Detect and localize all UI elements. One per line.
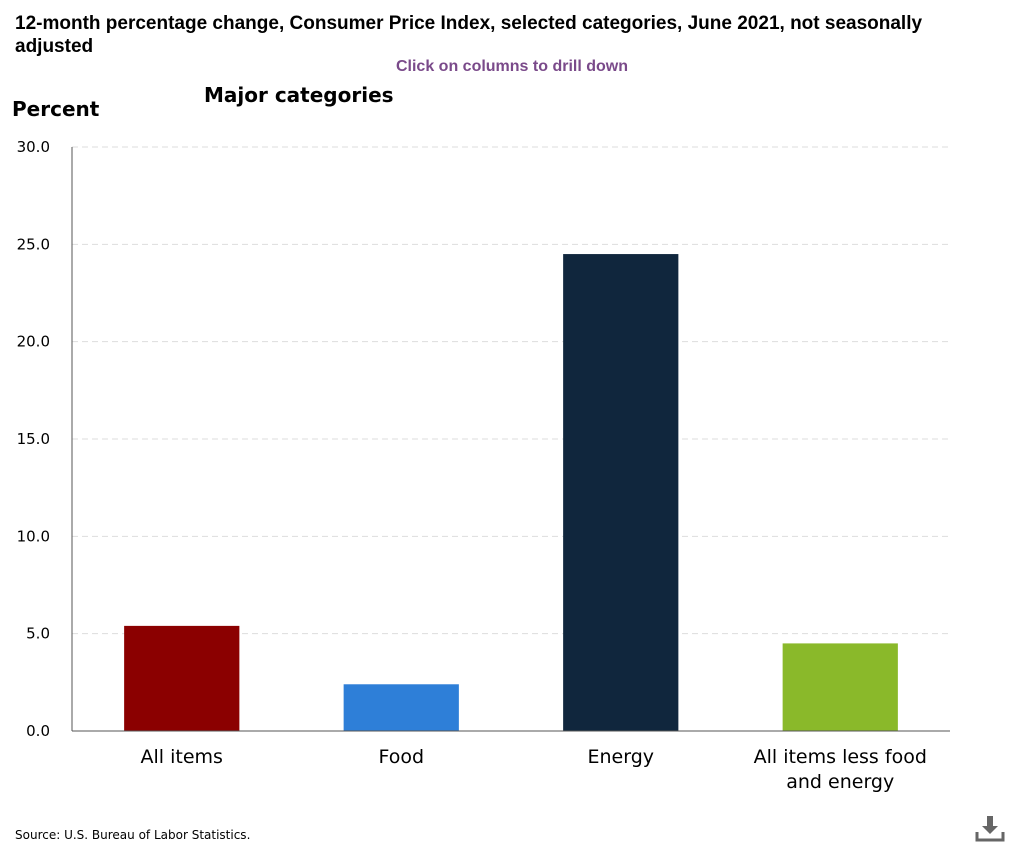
x-tick-label: and energy bbox=[786, 771, 894, 793]
x-tick-label: Energy bbox=[587, 746, 654, 768]
bar-energy[interactable] bbox=[563, 254, 679, 732]
y-axis-ticks: 0.0 5.0 10.0 15.0 20.0 25.0 30.0 bbox=[17, 138, 50, 740]
bars bbox=[124, 254, 898, 732]
y-tick-label: 5.0 bbox=[26, 625, 50, 643]
source-note: Source: U.S. Bureau of Labor Statistics. bbox=[15, 828, 251, 842]
y-tick-label: 10.0 bbox=[17, 527, 50, 545]
chart-title: 12-month percentage change, Consumer Pri… bbox=[15, 13, 923, 57]
chart-subtitle: Major categories bbox=[204, 83, 394, 107]
x-tick-label: All items bbox=[141, 746, 223, 768]
x-axis-labels: All items Food Energy All items less food an… bbox=[141, 746, 927, 793]
y-tick-label: 20.0 bbox=[17, 333, 50, 351]
gridlines bbox=[72, 146, 950, 635]
download-button[interactable] bbox=[974, 812, 1006, 844]
bar-chart: 0.0 5.0 10.0 15.0 20.0 25.0 30.0 All items Food… bbox=[17, 138, 950, 793]
x-tick-label: Food bbox=[378, 746, 424, 768]
y-axis-label: Percent bbox=[12, 97, 100, 121]
bar-all-items-less-food-and-energy[interactable] bbox=[782, 643, 898, 731]
bar-all-items[interactable] bbox=[124, 625, 240, 731]
download-icon bbox=[975, 816, 1005, 842]
x-tick-label: All items less food bbox=[754, 746, 927, 768]
bar-food[interactable] bbox=[343, 684, 459, 731]
y-tick-label: 15.0 bbox=[17, 430, 50, 448]
y-tick-label: 0.0 bbox=[26, 722, 50, 740]
y-tick-label: 25.0 bbox=[17, 235, 50, 253]
drill-down-hint[interactable]: Click on columns to drill down bbox=[395, 58, 628, 75]
y-tick-label: 30.0 bbox=[17, 138, 50, 156]
